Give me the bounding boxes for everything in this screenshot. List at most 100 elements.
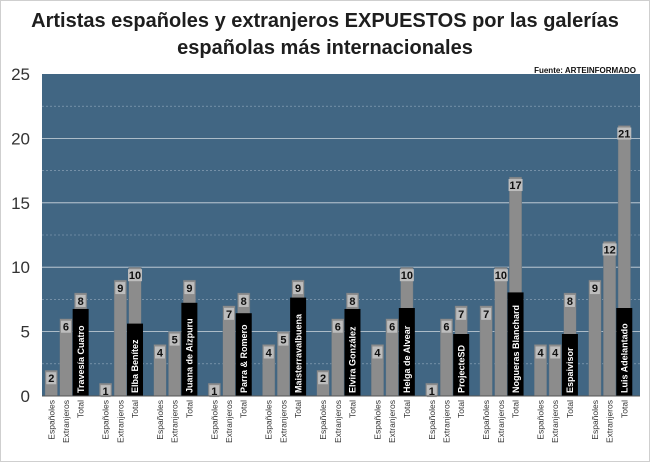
value-label-box	[441, 320, 452, 333]
value-label: 7	[226, 309, 232, 321]
gallery-label-box	[344, 308, 361, 396]
value-label: 6	[63, 322, 69, 334]
y-tick-label: 25	[11, 65, 30, 84]
x-tick-label: Extranjeros	[441, 400, 451, 443]
x-tick-label: Total	[347, 400, 357, 418]
value-label-box	[372, 346, 383, 359]
value-label: 10	[129, 270, 141, 282]
y-tick-label: 20	[11, 129, 30, 148]
gallery-name-label: Luis Adelantado	[619, 323, 629, 393]
value-label-box	[347, 294, 358, 307]
gallery-label-box	[181, 302, 198, 396]
value-label: 10	[495, 270, 507, 282]
value-label: 1	[429, 386, 435, 398]
chart-title: Artistas españoles y extranjeros EXPUEST…	[31, 10, 619, 59]
x-tick-label: Total	[456, 400, 466, 418]
gallery-name-label: Parra & Romero	[239, 324, 249, 393]
value-label-box	[508, 179, 523, 192]
gallery-label-box	[453, 334, 470, 396]
gallery-name-label: Maisterravalbuena	[293, 313, 303, 393]
y-tick-label: 10	[11, 258, 30, 277]
x-tick-label: Total	[76, 400, 86, 418]
value-label: 9	[117, 283, 123, 295]
x-tick-label: Total	[402, 400, 412, 418]
gallery-name-label: Elvira González	[348, 326, 358, 393]
value-label: 10	[401, 270, 413, 282]
bar	[494, 267, 508, 397]
value-label: 7	[483, 309, 489, 321]
value-label: 4	[374, 347, 381, 359]
x-tick-label: Extranjeros	[333, 400, 343, 443]
x-tick-label: Españoles	[209, 400, 219, 440]
x-tick-label: Extranjeros	[496, 400, 506, 443]
value-label: 1	[211, 386, 217, 398]
value-label: 4	[537, 347, 544, 359]
x-tick-label: Total	[184, 400, 194, 418]
gallery-name-label: Helga de Alvear	[402, 325, 412, 393]
gallery-label-box	[290, 297, 307, 396]
value-label: 1	[103, 386, 109, 398]
value-label: 8	[78, 296, 84, 308]
x-tick-label: Extranjeros	[387, 400, 397, 443]
x-tick-label: Extranjeros	[170, 400, 180, 443]
value-label-box	[589, 282, 600, 295]
x-tick-label: Españoles	[590, 400, 600, 440]
value-label-box	[169, 333, 180, 346]
value-label-box	[238, 294, 249, 307]
x-tick-label: Españoles	[481, 400, 491, 440]
value-label-box	[535, 346, 546, 359]
value-label-box	[115, 282, 126, 295]
value-label: 12	[603, 244, 615, 256]
value-label: 5	[280, 335, 286, 347]
value-label-box	[617, 127, 632, 140]
value-label: 2	[320, 373, 326, 385]
x-tick-label: Total	[565, 400, 575, 418]
x-tick-label: Españoles	[264, 400, 274, 440]
value-label-box	[387, 320, 398, 333]
y-tick-label: 15	[11, 194, 30, 213]
value-label-box	[46, 372, 57, 385]
value-label-box	[493, 269, 508, 282]
value-label: 8	[241, 296, 247, 308]
value-label: 21	[618, 129, 630, 141]
gallery-name-label: Elba Benítez	[130, 339, 140, 393]
x-tick-label: Extranjeros	[224, 400, 234, 443]
x-tick-label: Españoles	[536, 400, 546, 440]
value-label-box	[128, 269, 143, 282]
x-tick-label: Total	[130, 400, 140, 418]
gallery-label-box	[235, 313, 252, 396]
value-label: 8	[349, 296, 355, 308]
gallery-name-label: Travesía Cuatro	[76, 325, 86, 393]
gallery-label-box	[72, 308, 89, 396]
x-tick-label: Total	[239, 400, 249, 418]
value-label-box	[278, 333, 289, 346]
value-label: 7	[458, 309, 464, 321]
value-label-box	[224, 307, 235, 320]
value-label-box	[550, 346, 561, 359]
value-label-box	[318, 372, 329, 385]
x-tick-label: Total	[293, 400, 303, 418]
value-label-box	[456, 307, 467, 320]
value-label-box	[399, 269, 414, 282]
value-label-box	[184, 282, 195, 295]
value-label-box	[481, 307, 492, 320]
x-tick-label: Españoles	[155, 400, 165, 440]
value-label: 5	[172, 335, 178, 347]
source-note: Fuente: ARTEINFORMADO	[534, 66, 636, 75]
x-tick-label: Total	[511, 400, 521, 418]
value-label: 6	[389, 322, 395, 334]
x-tick-label: Españoles	[46, 400, 56, 440]
value-label-box	[602, 243, 617, 256]
x-tick-label: Extranjeros	[605, 400, 615, 443]
gallery-label-box	[398, 308, 415, 396]
value-label-box	[332, 320, 343, 333]
y-tick-label: 0	[21, 387, 30, 406]
value-label: 4	[157, 347, 164, 359]
bar	[113, 279, 127, 397]
value-label-box	[426, 385, 437, 398]
value-label-box	[209, 385, 220, 398]
value-label: 9	[186, 283, 192, 295]
value-label: 17	[509, 180, 521, 192]
gallery-label-box	[127, 323, 144, 396]
